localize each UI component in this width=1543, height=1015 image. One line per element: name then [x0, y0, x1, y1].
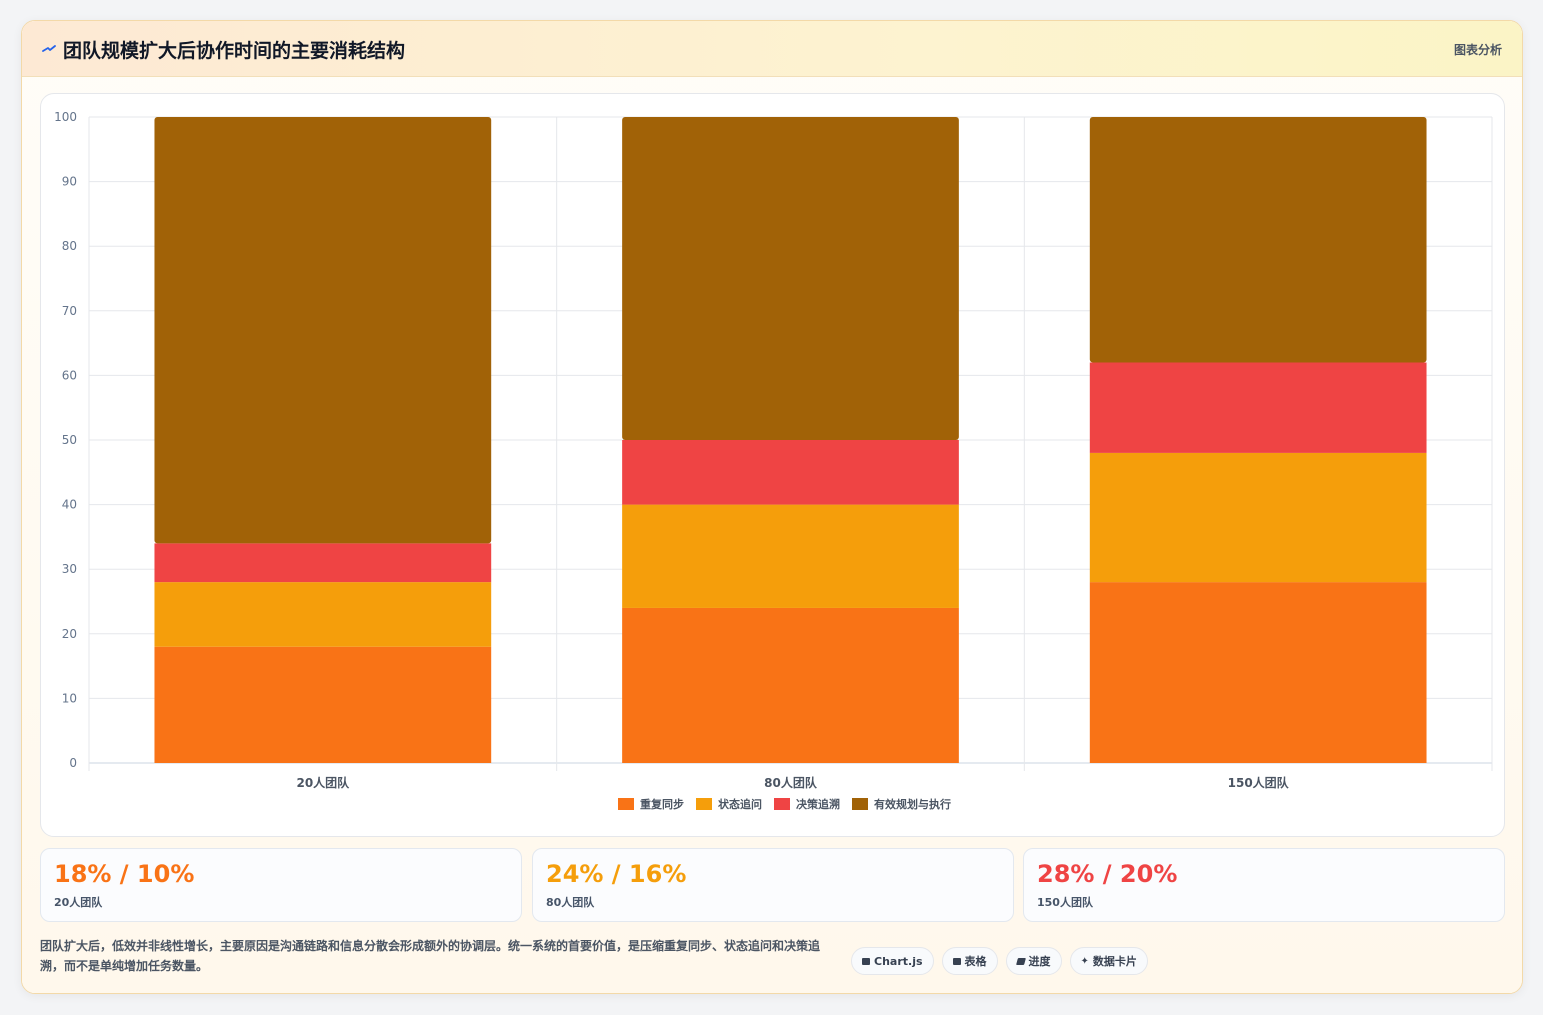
y-tick-label: 60	[62, 368, 77, 382]
feature-pills: Chart.js 表格 进度 ✦ 数据卡片	[851, 947, 1148, 975]
summary-text: 团队扩大后，低效并非线性增长，主要原因是沟通链路和信息分散会形成额外的协调层。统…	[40, 939, 821, 973]
x-tick-label: 150人团队	[1228, 775, 1290, 790]
y-tick-label: 70	[62, 304, 77, 318]
pill-progress[interactable]: 进度	[1005, 947, 1062, 975]
bar-segment	[154, 646, 492, 763]
pill-label: 表格	[964, 955, 987, 968]
bar-segment	[1089, 117, 1427, 363]
pill-label: 进度	[1028, 955, 1051, 968]
stat-card-20: 18% / 10% 20人团队	[40, 848, 522, 922]
page-title: 团队规模扩大后协作时间的主要消耗结构	[63, 40, 406, 62]
stacked-bar-chart: 0 10 20 30 40 50 60 70 80 90 100 20人团队 80人团队 150人团队重复…	[54, 110, 1493, 811]
y-tick-label: 10	[62, 691, 77, 705]
y-tick-label: 90	[62, 175, 77, 189]
y-tick-label: 80	[62, 239, 77, 253]
stat-card-150: 28% / 20% 150人团队	[1023, 848, 1505, 922]
stat-value: 28% / 20%	[1037, 860, 1178, 888]
stat-card-80: 24% / 16% 80人团队	[532, 848, 1014, 922]
legend-label: 决策追溯	[796, 797, 840, 811]
chart-analysis-tag: 图表分析	[1453, 43, 1502, 57]
pill-chartjs[interactable]: Chart.js	[851, 947, 934, 975]
pill-label: Chart.js	[874, 954, 923, 968]
x-tick-label: 20人团队	[296, 775, 350, 790]
bar-segment	[154, 543, 492, 583]
bar-segment	[1089, 362, 1427, 453]
card-header: 团队规模扩大后协作时间的主要消耗结构 图表分析	[22, 21, 1522, 77]
y-tick-label: 40	[62, 498, 77, 512]
y-tick-label: 100	[54, 110, 77, 124]
table-icon	[952, 957, 961, 965]
stat-value: 18% / 10%	[54, 860, 195, 888]
pill-table[interactable]: 表格	[941, 947, 998, 975]
chart-card: 团队规模扩大后协作时间的主要消耗结构 图表分析 0 10 20 30 40 50 60 70 8…	[21, 20, 1523, 994]
stat-label: 80人团队	[546, 896, 595, 909]
legend-swatch	[618, 798, 634, 810]
legend-swatch	[774, 798, 790, 810]
chart-icon	[862, 957, 870, 965]
y-tick-label: 30	[62, 562, 77, 576]
y-tick-label: 50	[62, 433, 77, 447]
bar-segment	[622, 117, 959, 440]
pill-label: 数据卡片	[1092, 955, 1137, 968]
sparkle-icon: ✦	[1080, 955, 1089, 967]
pill-data-card[interactable]: ✦ 数据卡片	[1069, 947, 1148, 975]
legend-swatch	[696, 798, 712, 810]
progress-icon	[1015, 957, 1026, 965]
bar-segment	[1089, 582, 1427, 763]
bar-segment	[154, 582, 492, 647]
legend-label: 重复同步	[640, 797, 684, 811]
stat-value: 24% / 16%	[546, 860, 687, 888]
y-tick-label: 0	[69, 756, 77, 770]
bar-segment	[622, 440, 959, 505]
chart-panel: 0 10 20 30 40 50 60 70 80 90 100 20人团队 80人团队 150人团队重复…	[40, 93, 1505, 837]
x-tick-label: 80人团队	[764, 775, 818, 790]
legend-swatch	[852, 798, 868, 810]
bar-segment	[622, 607, 959, 763]
stat-label: 20人团队	[54, 896, 103, 909]
bar-segment	[154, 117, 492, 544]
stat-label: 150人团队	[1037, 896, 1093, 909]
legend-label: 状态追问	[718, 797, 762, 811]
y-tick-label: 20	[62, 627, 77, 641]
bar-segment	[622, 504, 959, 608]
bar-segment	[1089, 452, 1427, 583]
trend-icon	[42, 45, 56, 52]
legend-label: 有效规划与执行	[874, 797, 951, 811]
